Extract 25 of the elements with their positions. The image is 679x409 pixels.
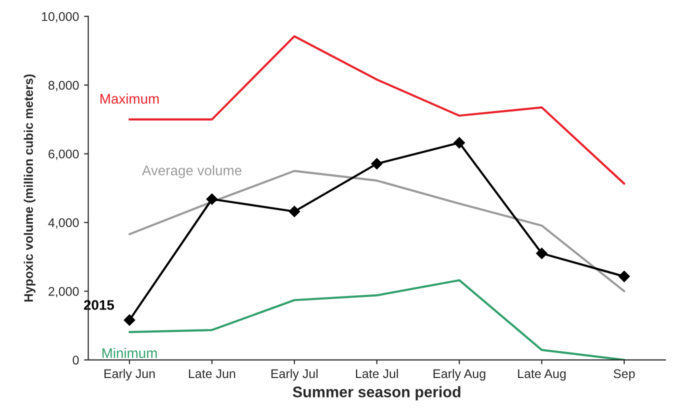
y-tick-label: 6,000 xyxy=(48,150,79,160)
x-tick-label: Early Jun xyxy=(104,368,155,381)
point xyxy=(454,137,465,148)
x-tick-label: Late Jun xyxy=(188,369,236,378)
point xyxy=(288,206,300,218)
series-label: Minimum xyxy=(102,348,157,358)
series-label: Maximum xyxy=(100,94,159,104)
y-tick-label: 4,000 xyxy=(48,218,79,229)
point xyxy=(124,314,136,326)
x-tick-label: Late Aug xyxy=(518,369,566,381)
y-tick-label: 0 xyxy=(72,356,79,365)
point xyxy=(536,248,548,260)
x-tick-label: Late Jul xyxy=(356,368,398,378)
y-tick-label: 10,000 xyxy=(42,12,79,22)
series-label: Average volume xyxy=(142,165,242,178)
x-tick-label: Early Jul xyxy=(271,368,318,381)
y-tick-label: 8,000 xyxy=(48,80,79,92)
y-tick-label: 2,000 xyxy=(48,287,79,298)
point xyxy=(618,270,630,282)
point xyxy=(206,194,218,205)
x-tick-label: Early Aug xyxy=(434,368,486,381)
x-tick-label: Sep xyxy=(614,369,635,381)
x-axis-title: Summer season period xyxy=(292,386,460,400)
point xyxy=(371,158,382,170)
y-axis-title: Hypoxic volume (million cubic meters) xyxy=(24,74,36,302)
